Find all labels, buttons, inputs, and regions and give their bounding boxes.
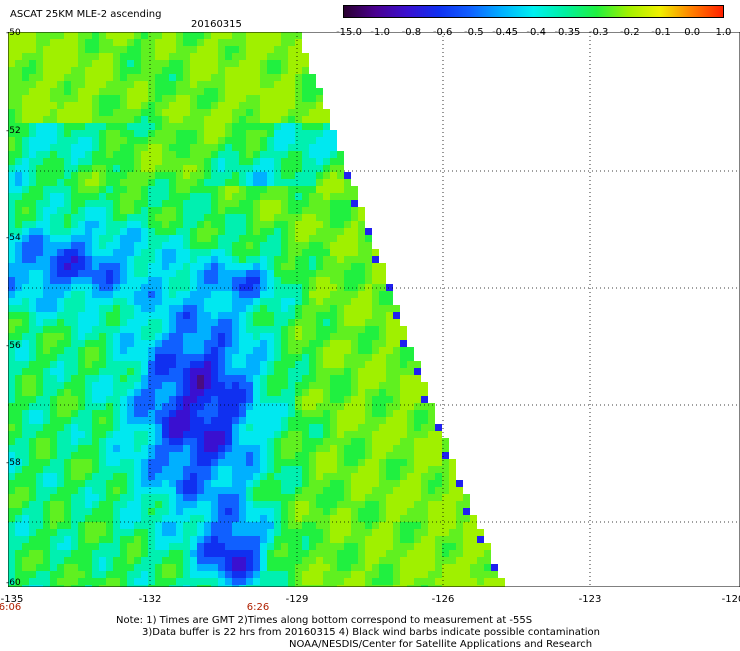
- product-title: ASCAT 25KM MLE-2 ascending: [10, 9, 162, 20]
- lon-label: -120: [721, 594, 740, 605]
- lat-label: -50: [6, 28, 21, 38]
- lon-label: -135: [0, 594, 24, 605]
- lon-label: -123: [578, 594, 602, 605]
- lon-label: -126: [431, 594, 455, 605]
- note-line-1: Note: 1) Times are GMT 2)Times along bot…: [116, 615, 533, 626]
- note-line-3: NOAA/NESDIS/Center for Satellite Applica…: [289, 639, 593, 650]
- lat-label: -52: [6, 126, 21, 136]
- lat-label: -58: [6, 458, 21, 468]
- colorbar: [343, 5, 724, 18]
- lat-lon-grid: [8, 32, 740, 587]
- time-label-start: 6:06: [0, 602, 22, 613]
- ascat-swath-grid: [8, 32, 505, 587]
- time-label-end: 6:26: [246, 602, 270, 613]
- lat-label: -54: [6, 233, 21, 243]
- lat-label: -56: [6, 341, 21, 351]
- lon-label: -132: [138, 594, 162, 605]
- note-line-2: 3)Data buffer is 22 hrs from 20160315 4)…: [142, 627, 600, 638]
- swath-map: [8, 32, 740, 587]
- product-date: 20160315: [191, 19, 242, 30]
- lon-label: -129: [285, 594, 309, 605]
- lat-label: -60: [6, 578, 21, 588]
